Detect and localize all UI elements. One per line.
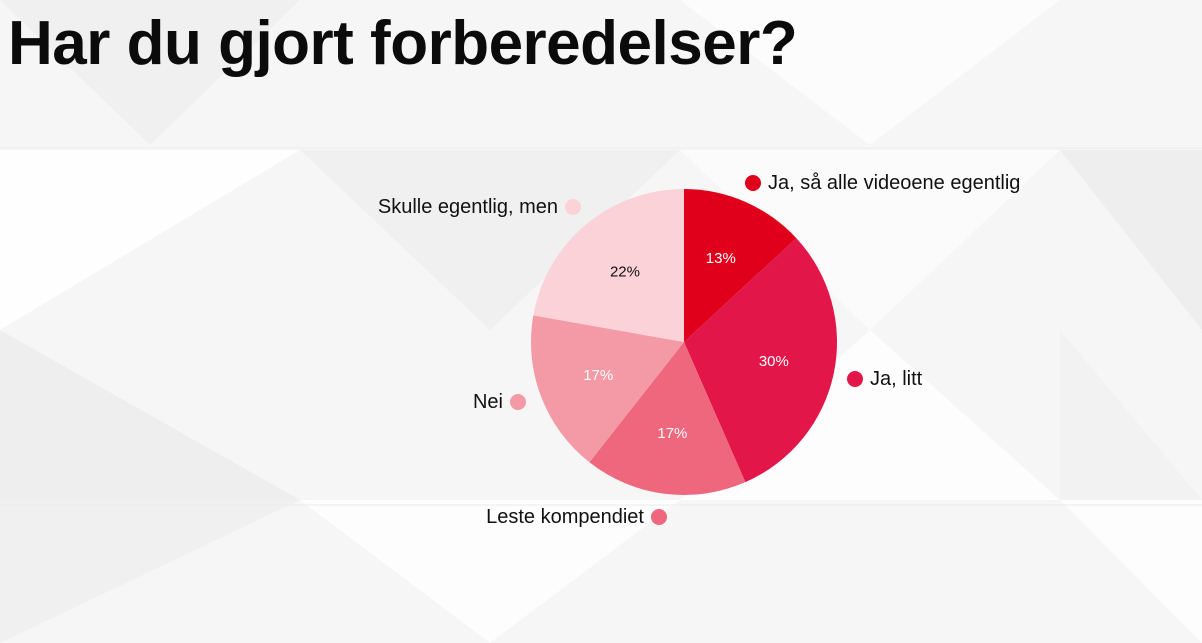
page-title: Har du gjort forberedelser?	[8, 9, 798, 78]
legend-item-1: Ja, så alle videoene egentlig	[745, 171, 1020, 195]
legend-item-2: Ja, litt	[847, 367, 922, 391]
slice-value-label-1: 13%	[706, 250, 736, 267]
legend-dot-icon	[745, 175, 761, 191]
pie-slice-1	[684, 189, 797, 342]
legend-dot-icon	[847, 371, 863, 387]
slice-value-label-5: 22%	[610, 264, 640, 281]
slice-value-label-2: 30%	[759, 353, 789, 370]
legend-item-4: Nei	[473, 390, 526, 414]
legend-dot-icon	[510, 394, 526, 410]
legend-label-text: Leste kompendiet	[486, 506, 644, 528]
legend-label-text: Skulle egentlig, men	[377, 196, 558, 218]
legend-item-5: Skulle egentlig, men	[378, 195, 581, 219]
legend-label-text: Nei	[472, 391, 503, 413]
pie-slice-2	[684, 238, 837, 483]
pie-slice-5	[533, 189, 684, 342]
pie-slice-4	[530, 315, 684, 463]
slice-value-label-3: 17%	[657, 425, 687, 442]
legend-dot-icon	[565, 199, 581, 215]
slice-value-label-4: 17%	[583, 367, 613, 384]
pie-slice-3	[589, 342, 746, 496]
legend-label-text: Ja, litt	[870, 368, 923, 390]
legend-label-text: Ja, så alle videoene egentlig	[768, 172, 1021, 194]
legend-dot-icon	[651, 509, 667, 525]
legend-item-3: Leste kompendiet	[486, 505, 667, 529]
